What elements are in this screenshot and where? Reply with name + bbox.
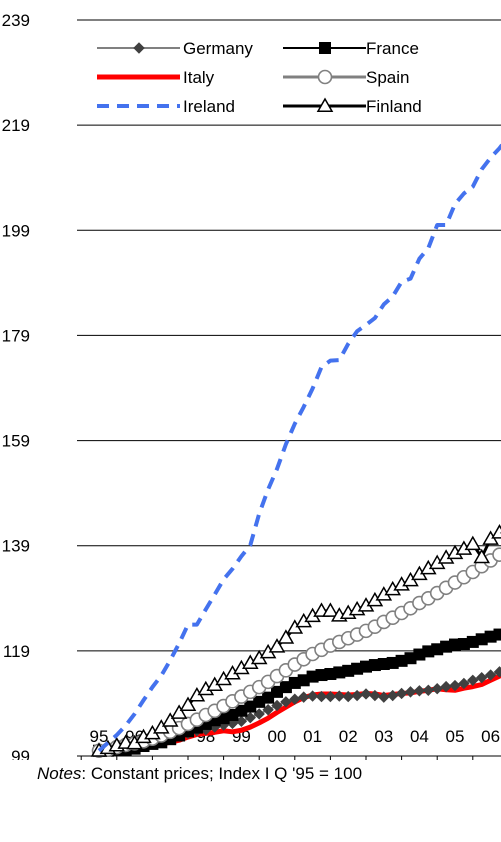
point-germany xyxy=(333,690,346,702)
legend-label-france: France xyxy=(366,39,419,58)
legend-label-ireland: Ireland xyxy=(183,97,235,116)
y-tick-label: 199 xyxy=(2,221,30,240)
point-germany xyxy=(413,685,426,697)
point-finland xyxy=(179,696,197,712)
point-germany xyxy=(440,680,452,693)
point-finland xyxy=(161,712,179,727)
point-france xyxy=(244,700,257,713)
legend-label-spain: Spain xyxy=(366,68,409,87)
y-tick-label: 219 xyxy=(2,116,30,135)
point-finland xyxy=(268,638,286,653)
legend-item-finland: Finland xyxy=(283,97,422,116)
y-tick-label: 119 xyxy=(3,642,30,661)
y-tick-label: 139 xyxy=(2,537,30,556)
x-tick-label: 06 xyxy=(481,727,500,746)
x-tick-label: 00 xyxy=(268,727,287,746)
point-germany xyxy=(324,690,337,703)
point-germany xyxy=(493,666,501,678)
point-finland xyxy=(491,524,501,539)
point-germany xyxy=(289,693,301,705)
legend-item-italy: Italy xyxy=(97,68,215,87)
point-germany xyxy=(449,679,461,692)
x-tick-label: 95 xyxy=(90,727,109,746)
legend-label-finland: Finland xyxy=(366,97,422,116)
gridlines xyxy=(77,19,501,757)
point-germany xyxy=(306,690,319,702)
series-layer xyxy=(90,143,501,759)
x-tick-label: 04 xyxy=(410,727,429,746)
legend-label-germany: Germany xyxy=(183,39,253,58)
notes-label: Notes xyxy=(37,764,82,783)
point-finland xyxy=(170,704,188,719)
point-spain xyxy=(492,547,501,562)
point-germany xyxy=(315,690,328,703)
point-germany xyxy=(280,696,292,708)
point-germany xyxy=(458,677,470,690)
legend-marker-germany xyxy=(133,42,145,54)
legend-item-france: France xyxy=(283,39,419,58)
point-germany xyxy=(475,671,488,684)
legend-item-spain: Spain xyxy=(283,68,409,87)
point-germany xyxy=(262,704,274,716)
point-germany xyxy=(271,699,283,712)
notes-text: : Constant prices; Index I Q '95 = 100 xyxy=(81,764,363,783)
y-tick-label: 179 xyxy=(2,326,30,345)
point-germany xyxy=(404,686,417,698)
legend-marker-finland xyxy=(316,97,334,112)
legend-item-ireland: Ireland xyxy=(97,97,235,116)
series-line-finland xyxy=(98,529,501,753)
point-germany xyxy=(297,691,310,703)
point-germany xyxy=(395,687,408,700)
point-finland xyxy=(464,535,482,551)
legend: Germany France Italy Spain Ireland Finland xyxy=(97,39,422,116)
point-germany xyxy=(484,669,497,681)
y-tick-label: 159 xyxy=(2,432,30,451)
point-germany xyxy=(422,684,435,696)
x-tick-label: 02 xyxy=(339,727,358,746)
legend-marker-spain xyxy=(317,69,333,85)
point-finland xyxy=(277,629,295,644)
point-germany xyxy=(431,683,443,695)
x-tick-label: 03 xyxy=(374,727,393,746)
point-finland xyxy=(322,602,339,617)
legend-label-italy: Italy xyxy=(183,68,215,87)
point-germany xyxy=(342,690,354,703)
series-finland xyxy=(90,524,501,757)
point-germany xyxy=(386,689,399,702)
y-tick-label: 239 xyxy=(2,11,30,30)
x-tick-label: 05 xyxy=(446,727,465,746)
point-germany xyxy=(467,674,479,687)
y-tick-label: 99 xyxy=(11,747,30,760)
y-axis-tick-labels: 99 119 139 159 179 199 219 239 xyxy=(2,11,30,760)
point-germany xyxy=(369,689,381,702)
point-germany xyxy=(360,688,372,700)
legend-marker-france xyxy=(319,42,331,54)
x-tick-label: 01 xyxy=(303,727,322,746)
point-france xyxy=(493,628,501,641)
point-finland xyxy=(473,548,490,564)
chart-notes: Notes: Constant prices; Index I Q '95 = … xyxy=(37,764,362,784)
legend-item-germany: Germany xyxy=(97,39,253,58)
